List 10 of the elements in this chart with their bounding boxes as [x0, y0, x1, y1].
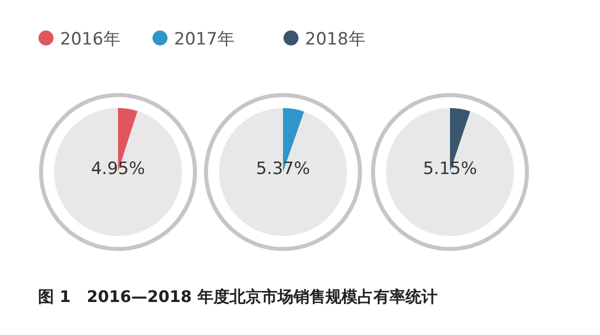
caption: 图 1 2016—2018 年度北京市场销售规模占有率统计 — [38, 287, 438, 306]
pie-slice — [54, 108, 182, 236]
data-label: 5.37% — [256, 159, 310, 179]
data-label: 5.15% — [422, 159, 478, 179]
legend-label: 2016年 — [60, 30, 120, 50]
legend-label: 2018年 — [305, 30, 366, 50]
pie-slice — [386, 108, 514, 236]
data-label: 4.95% — [90, 159, 146, 179]
legend-label: 2017年 — [174, 30, 234, 50]
pie-slice — [219, 108, 347, 236]
